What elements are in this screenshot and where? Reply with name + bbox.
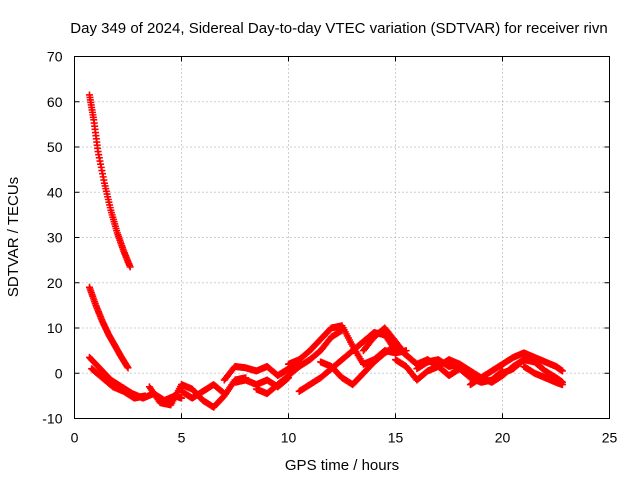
- y-axis-label: SDTVAR / TECUs: [5, 177, 22, 297]
- y-tick-label: -10: [42, 411, 62, 427]
- data-point: [124, 364, 132, 372]
- y-tick-label: 10: [47, 320, 63, 336]
- x-tick-label: 10: [281, 430, 297, 446]
- x-tick-label: 15: [388, 430, 404, 446]
- y-tick-label: 40: [47, 184, 63, 200]
- series-arc-16: [466, 349, 566, 389]
- x-tick-label: 25: [602, 430, 618, 446]
- series-arc-11: [295, 329, 399, 395]
- axis-ticks: 0 5 10 15 20 25 -10 0 10 20 30 40 50 60 70: [42, 49, 617, 446]
- x-tick-label: 20: [495, 430, 511, 446]
- y-tick-label: 60: [47, 94, 63, 110]
- x-tick-label: 0: [71, 430, 79, 446]
- series-arc-18: [520, 362, 566, 389]
- y-tick-label: 50: [47, 139, 63, 155]
- y-tick-label: 0: [55, 365, 63, 381]
- series-arc-9: [252, 326, 346, 398]
- series-arc-6: [178, 381, 228, 402]
- series-arc-4: [88, 365, 149, 402]
- x-axis-label: GPS time / hours: [285, 457, 399, 474]
- data-point: [558, 367, 566, 375]
- data-point: [178, 394, 185, 402]
- data-point: [126, 263, 134, 271]
- chart-title: Day 349 of 2024, Sidereal Day-to-day VTE…: [70, 20, 607, 37]
- grid-lines: [74, 56, 610, 419]
- data-points: [85, 91, 566, 411]
- y-tick-label: 20: [47, 275, 63, 291]
- data-point: [141, 392, 149, 400]
- data-point: [219, 389, 227, 397]
- data-point: [220, 390, 228, 398]
- y-tick-label: 70: [47, 49, 63, 65]
- y-tick-label: 30: [47, 230, 63, 246]
- x-tick-label: 5: [178, 430, 186, 446]
- series-arc-1: [85, 91, 134, 271]
- data-point: [558, 381, 566, 389]
- series-arc-2: [85, 283, 132, 372]
